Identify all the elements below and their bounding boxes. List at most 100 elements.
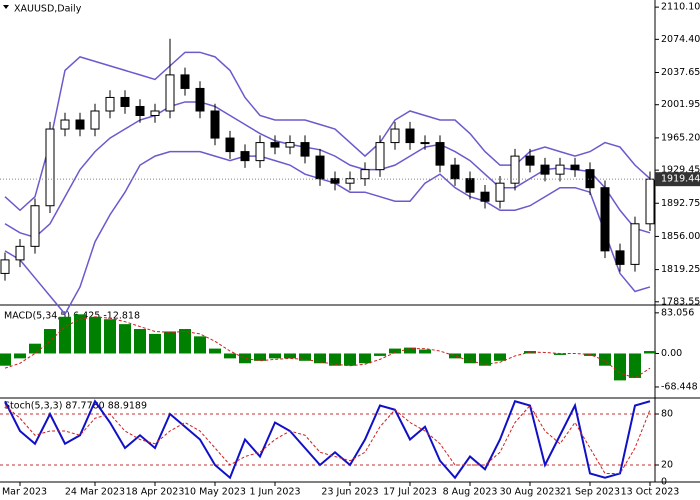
x-tick-label: 1 Jun 2023	[249, 487, 300, 498]
histogram-bar	[14, 353, 26, 359]
signal-line	[4, 316, 651, 379]
candle-body	[45, 128, 55, 207]
menu-icon[interactable]	[3, 5, 9, 9]
candle-body	[615, 250, 625, 265]
candle-body	[195, 87, 205, 112]
candle-body	[480, 191, 490, 202]
histogram-bar	[269, 353, 281, 359]
candle-body	[600, 187, 610, 252]
histogram-bar	[194, 336, 206, 354]
bollinger-band	[4, 51, 651, 212]
candle-body	[60, 119, 70, 130]
histogram-bar	[104, 319, 116, 354]
candle-body	[420, 142, 430, 145]
y-tick-label: 2037.65	[661, 67, 700, 78]
histogram-bar	[284, 353, 296, 359]
histogram-bar	[299, 353, 311, 361]
candle-body	[495, 182, 505, 202]
histogram-bar	[389, 348, 401, 354]
candle-body	[585, 169, 595, 189]
histogram-bar	[224, 353, 236, 359]
histogram-bar	[449, 353, 461, 359]
histogram-bar	[164, 331, 176, 354]
histogram-bar	[119, 324, 131, 354]
stoch-line	[4, 404, 651, 474]
histogram-bar	[209, 348, 221, 354]
histogram-bar	[59, 316, 71, 354]
candle-body	[180, 74, 190, 89]
x-tick-label: 8 Aug 2023	[443, 487, 498, 498]
histogram-bar	[89, 316, 101, 354]
panel-title: Stoch(5,3,3) 87.7780 88.9189	[4, 401, 147, 412]
y-tick-label: -68.448	[661, 381, 698, 392]
candle-body	[225, 137, 235, 153]
candle-body	[150, 110, 160, 117]
candle-body	[285, 142, 295, 148]
histogram-bar	[419, 349, 431, 354]
histogram-bar	[179, 329, 191, 354]
candle-body	[330, 178, 340, 184]
histogram-bar	[599, 353, 611, 366]
last-price-label: 1919.44	[661, 174, 700, 185]
histogram-bar	[329, 353, 341, 366]
y-tick-label: 80	[661, 409, 673, 420]
histogram-bar	[374, 353, 386, 356]
histogram-bar	[554, 353, 566, 355]
histogram-bar	[479, 353, 491, 366]
histogram-bar	[314, 353, 326, 364]
candle-body	[0, 259, 10, 274]
candle-body	[135, 105, 145, 117]
x-tick-label: 23 Jun 2023	[321, 487, 378, 498]
stoch-line	[4, 399, 651, 480]
histogram-bar	[239, 353, 251, 364]
x-tick-label: 30 Aug 2023	[500, 487, 561, 498]
candle-body	[375, 142, 385, 171]
y-tick-label: 2001.95	[661, 99, 700, 110]
candle-body	[570, 164, 580, 171]
panel-title: MACD(5,34,5) 6.425 -12.818	[4, 311, 140, 322]
candle-body	[75, 119, 85, 130]
candle-body	[270, 142, 280, 148]
x-tick-label: 17 Jul 2023	[383, 487, 437, 498]
histogram-bar	[629, 353, 641, 378]
y-tick-label: 0.00	[661, 348, 682, 359]
x-tick-label: 21 Sep 2023	[560, 487, 620, 498]
histogram-bar	[464, 353, 476, 364]
candle-body	[90, 110, 100, 130]
y-tick-label: 20	[661, 460, 673, 471]
candle-body	[390, 128, 400, 144]
candle-body	[510, 155, 520, 184]
histogram-bar	[494, 353, 506, 361]
candle-body	[255, 142, 265, 162]
candle-body	[240, 151, 250, 162]
candle-body	[435, 142, 445, 166]
y-tick-label: 2110.10	[661, 2, 700, 13]
x-tick-label: 10 May 2023	[184, 487, 246, 498]
candle-body	[315, 155, 325, 180]
y-tick-label: 1929.45	[661, 165, 700, 176]
y-tick-label: 1856.00	[661, 231, 700, 242]
candle-body	[15, 245, 25, 261]
x-tick-label: 13 Oct 2023	[621, 487, 680, 498]
candle-body	[210, 110, 220, 139]
last-price-box	[655, 172, 700, 187]
candle-body	[105, 96, 115, 112]
histogram-bar	[614, 353, 626, 381]
histogram-bar	[254, 353, 266, 361]
candle-body	[30, 205, 40, 247]
candle-body	[645, 178, 655, 225]
histogram-bar	[359, 353, 371, 364]
candle-body	[120, 96, 130, 107]
y-tick-label: 0	[661, 477, 667, 488]
candle-body	[405, 128, 415, 144]
candle-body	[525, 155, 535, 166]
x-tick-label: 24 Mar 2023	[65, 487, 125, 498]
histogram-bar	[404, 347, 416, 354]
candle-body	[300, 142, 310, 157]
candle-body	[630, 223, 640, 265]
candle-body	[450, 164, 460, 180]
histogram-bar	[134, 329, 146, 354]
histogram-bar	[344, 353, 356, 366]
